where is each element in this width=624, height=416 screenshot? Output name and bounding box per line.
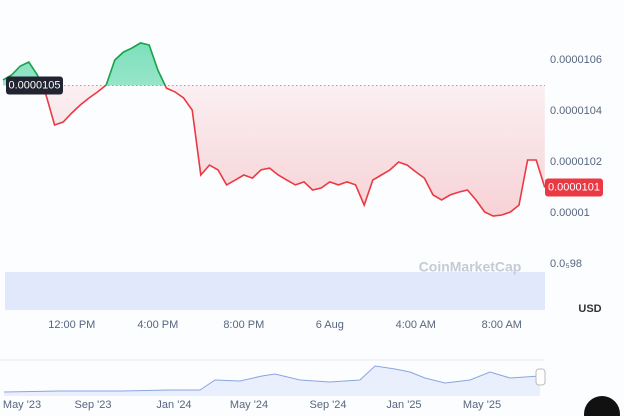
navigator-label: May '23 [3, 399, 41, 411]
x-tick-label: 8:00 PM [223, 319, 264, 331]
navigator-label: Sep '24 [310, 399, 347, 411]
area-down [3, 85, 545, 217]
baseline-label: 0.0000105 [9, 79, 61, 91]
area-up [3, 42, 545, 86]
x-tick-label: 4:00 PM [137, 319, 178, 331]
current-price-box [545, 178, 603, 197]
volume-bars [5, 272, 545, 310]
navigator-label: Jan '25 [386, 399, 421, 411]
x-tick-label: 12:00 PM [48, 319, 95, 331]
navigator-label: Sep '23 [75, 399, 112, 411]
y-tick-label: 0.0₅98 [550, 258, 582, 270]
y-tick-label: 0.00001 [550, 207, 590, 219]
navigator-label: May '25 [463, 399, 501, 411]
navigator-label: Jan '24 [156, 399, 191, 411]
y-tick-label: 0.0000104 [550, 105, 602, 117]
price-line [41, 85, 546, 217]
baseline-label-box [6, 76, 63, 95]
x-tick-label: 8:00 AM [482, 319, 522, 331]
corner-button[interactable] [584, 396, 620, 416]
y-tick-label: 0.0000102 [550, 156, 602, 168]
currency: USD [578, 303, 601, 315]
x-tick-label: 6 Aug [316, 319, 344, 331]
watermark: CoinMarketCap [419, 259, 522, 275]
navigator-label: May '24 [230, 399, 268, 411]
y-tick-label: 0.0000106 [550, 54, 602, 66]
navigator [0, 359, 546, 396]
current-price-label: 0.0000101 [548, 181, 600, 193]
x-tick-label: 4:00 AM [396, 319, 436, 331]
